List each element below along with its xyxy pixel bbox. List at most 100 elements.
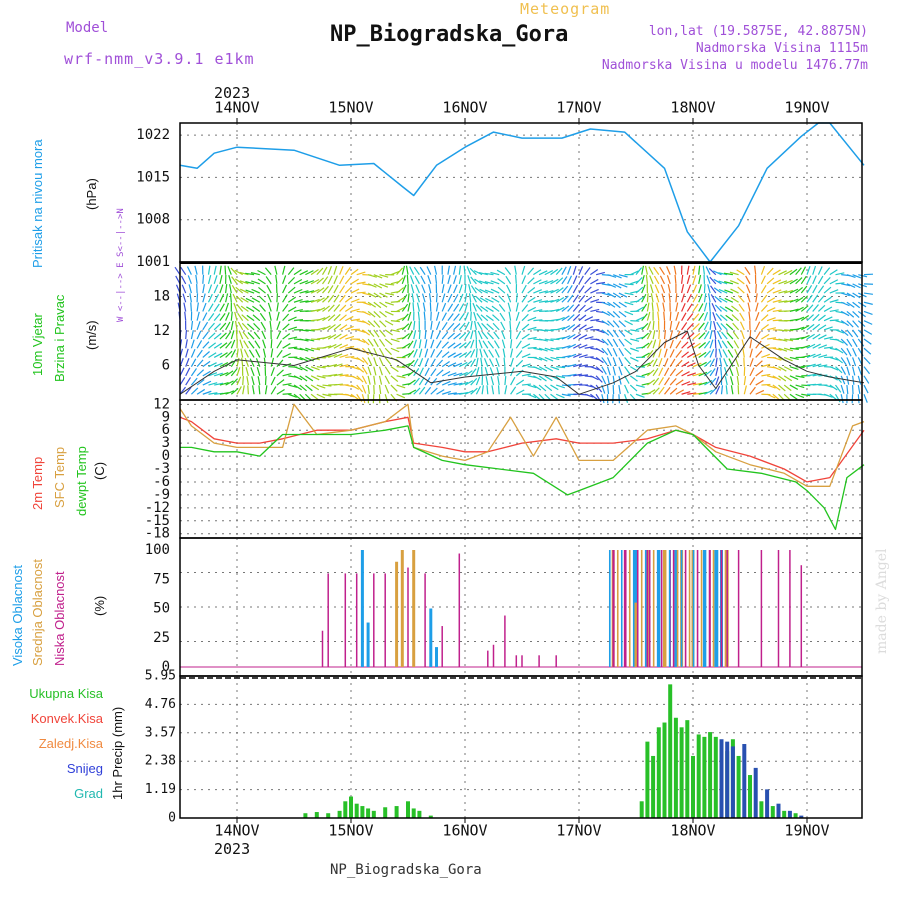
wind-barb <box>760 314 769 322</box>
wind-barb <box>667 284 671 294</box>
wind-barb <box>675 350 682 358</box>
wind-barb <box>384 366 391 375</box>
wind-barb <box>344 286 353 294</box>
wind-barb <box>527 277 535 285</box>
wind-barb <box>556 384 565 389</box>
wind-barb <box>572 275 578 285</box>
wind-barb <box>245 367 249 377</box>
wind-barb <box>435 293 438 303</box>
wind-barb <box>712 311 717 321</box>
wind-barb <box>474 330 477 340</box>
wind-barb <box>829 289 839 294</box>
wind-barb <box>453 352 462 358</box>
wind-barb <box>345 393 355 398</box>
wind-barb <box>242 385 245 395</box>
wind-barb <box>202 302 207 312</box>
wind-barb <box>493 340 500 349</box>
wind-barb <box>185 386 192 395</box>
wind-barb <box>544 289 554 294</box>
wind-barb <box>310 298 320 303</box>
wind-barb <box>731 305 739 312</box>
wind-barb <box>202 390 212 395</box>
wind-barb <box>345 315 354 322</box>
wind-barb <box>322 384 332 387</box>
wind-barb <box>681 302 686 312</box>
wind-barb <box>270 386 277 395</box>
wind-barb <box>772 384 781 391</box>
wind-barb <box>202 360 211 368</box>
wind-barb <box>801 384 811 387</box>
wind-barb <box>749 358 754 367</box>
wind-barb <box>214 372 223 377</box>
wind-barb <box>242 331 249 340</box>
wind-barb <box>567 363 577 368</box>
wind-barb <box>658 348 662 358</box>
wind-barb <box>654 284 660 294</box>
wind-barb <box>596 281 606 285</box>
wind-barb <box>299 280 309 285</box>
wind-barb <box>698 312 705 321</box>
wind-barb <box>447 275 451 285</box>
wind-barb <box>453 362 463 368</box>
wind-barb <box>601 375 607 385</box>
wind-barb <box>396 375 406 379</box>
precip-bar-0 <box>314 812 319 818</box>
wind-barb <box>390 375 399 383</box>
wind-barb <box>258 286 266 294</box>
wind-barb <box>407 359 415 368</box>
wind-barb <box>754 265 757 275</box>
wind-barb <box>246 306 255 312</box>
wind-barb <box>333 333 342 340</box>
wind-barb <box>612 301 621 309</box>
wind-barb <box>378 347 385 357</box>
wind-barb <box>373 366 377 376</box>
wind-barb <box>275 274 278 284</box>
wind-barb <box>624 394 629 403</box>
wind-barb <box>818 344 827 349</box>
wind-barb <box>703 293 707 303</box>
wind-barb <box>686 293 692 303</box>
wind-barb <box>231 285 238 294</box>
precip-bar-1 <box>787 810 792 818</box>
wind-barb <box>240 305 249 312</box>
wind-barb <box>423 311 426 321</box>
wind-barb <box>236 367 241 377</box>
wind-barb <box>188 284 192 294</box>
wind-barb <box>299 300 309 303</box>
wind-barb <box>497 385 500 395</box>
wind-barb <box>578 334 588 340</box>
wind-barb <box>350 366 360 370</box>
wind-barb <box>556 326 566 331</box>
precip-bar-1 <box>753 767 758 818</box>
wind-barb <box>641 342 650 349</box>
wind-barb <box>415 284 420 294</box>
wind-barb <box>481 385 484 395</box>
day-label-bottom: 18NOV <box>670 822 715 840</box>
wind-barb <box>202 341 210 349</box>
pressure-line <box>179 122 865 263</box>
precip-bar-0 <box>673 717 678 818</box>
wind-barb <box>567 353 577 359</box>
wind-barb <box>720 366 723 376</box>
wind-barb <box>795 306 804 312</box>
wind-barb <box>789 288 799 294</box>
precip-bar-0 <box>428 815 433 818</box>
wind-barb <box>384 375 390 385</box>
wind-barb <box>339 334 348 340</box>
wind-barb <box>652 330 656 340</box>
wind-barb <box>538 366 548 372</box>
wind-barb <box>433 265 438 275</box>
wind-barb <box>829 309 839 313</box>
wind-barb <box>441 341 449 349</box>
precip-bar-0 <box>639 801 644 818</box>
wind-barb <box>239 280 249 285</box>
wind-barb <box>698 322 705 331</box>
wind-barb <box>373 274 383 279</box>
wind-barb <box>510 376 516 386</box>
wind-barb <box>663 358 669 367</box>
wind-speed-line <box>179 330 865 395</box>
wind-barb <box>464 380 474 386</box>
wind-barb <box>430 377 438 386</box>
wind-barb <box>561 355 571 359</box>
wind-barb <box>818 364 828 368</box>
